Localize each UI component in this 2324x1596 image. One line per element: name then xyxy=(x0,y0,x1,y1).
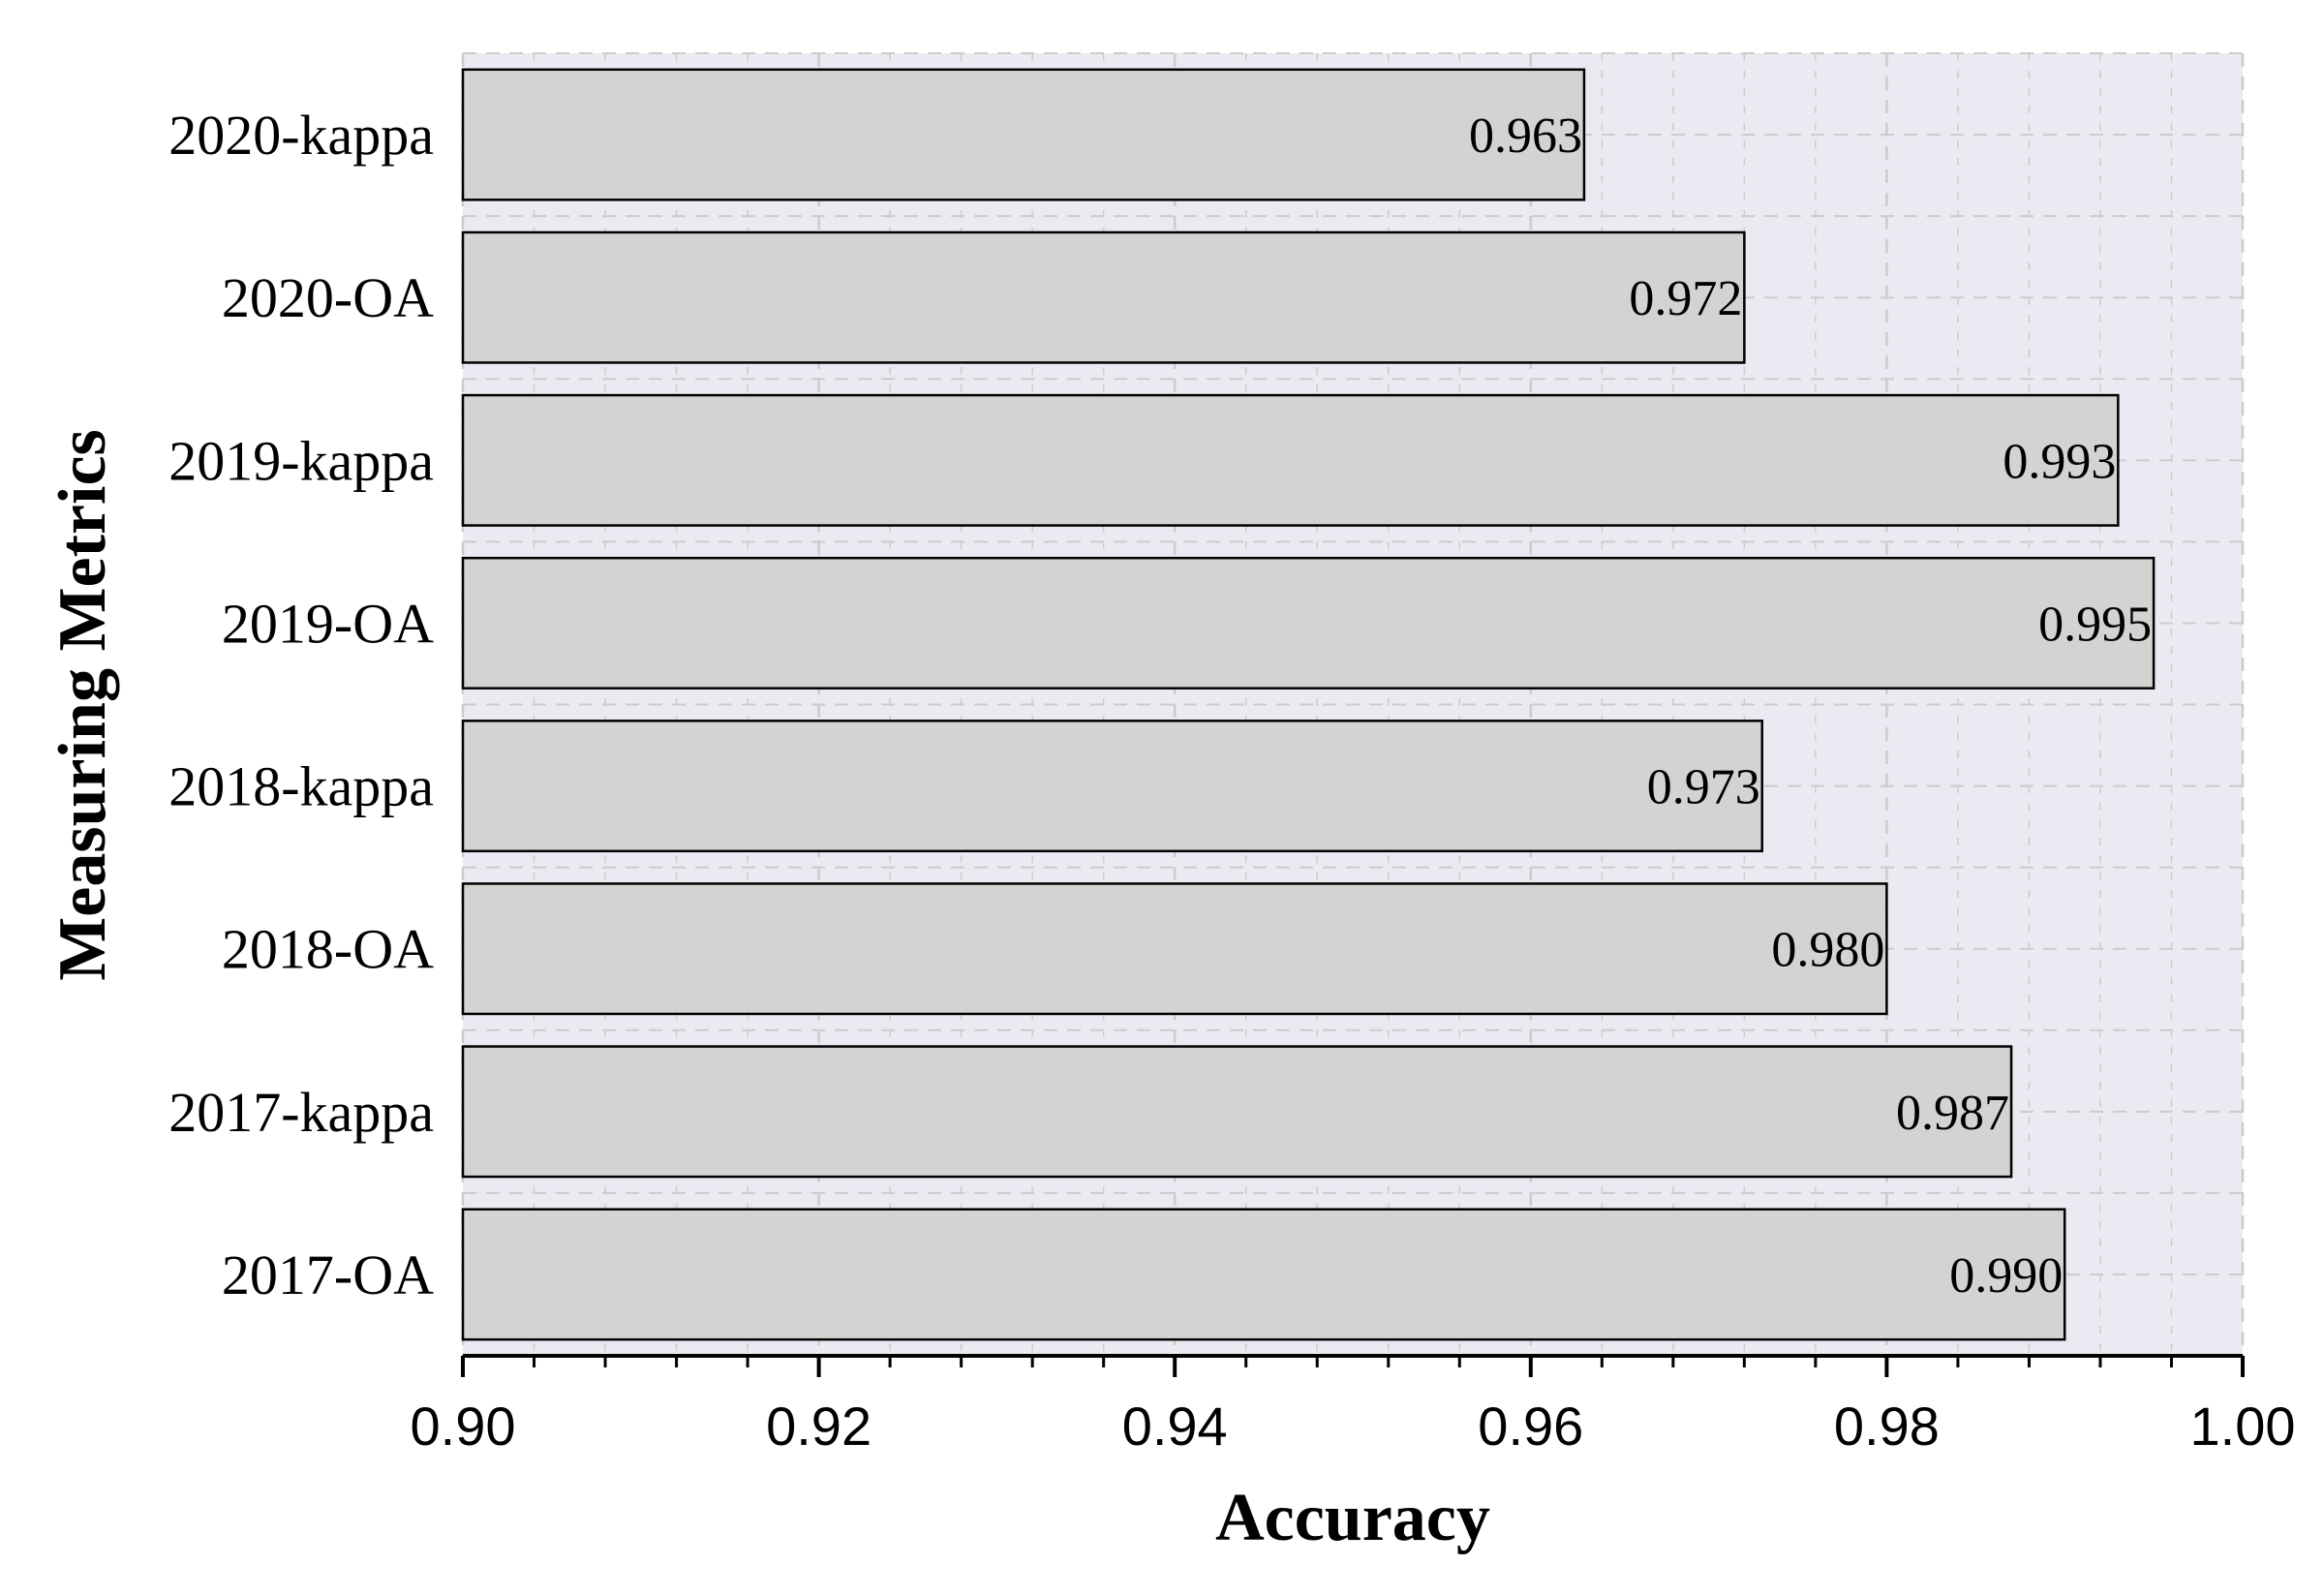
category-label: 2017-kappa xyxy=(168,1081,434,1144)
bar-value-label: 0.995 xyxy=(2038,597,2152,652)
bar xyxy=(461,1045,2013,1179)
bar-value-label: 0.990 xyxy=(1949,1248,2063,1304)
category-label: 2018-OA xyxy=(222,918,434,981)
bar-value-label: 0.987 xyxy=(1896,1086,2009,1141)
bar xyxy=(461,720,1763,853)
category-labels: 2020-kappa 2020-OA 2019-kappa 2019-OA 2018-k… xyxy=(168,104,434,1306)
x-tick-label: 0.90 xyxy=(411,1396,516,1457)
x-tick-label: 1.00 xyxy=(2190,1396,2296,1457)
x-tick-label: 0.98 xyxy=(1834,1396,1940,1457)
bar xyxy=(461,393,2120,527)
bar xyxy=(461,882,1888,1016)
bar xyxy=(461,556,2156,690)
bar-value-label: 0.963 xyxy=(1469,108,1582,164)
category-label: 2017-OA xyxy=(222,1243,434,1306)
y-axis-title: Measuring Metrics xyxy=(46,429,120,981)
bar xyxy=(461,1208,2066,1341)
bars: 0.963 0.972 0.993 0.995 0.973 0.980 0.987 0.990 xyxy=(461,68,2156,1341)
bar xyxy=(461,230,1746,364)
x-tick-label: 0.92 xyxy=(766,1396,872,1457)
x-tick-label: 0.94 xyxy=(1122,1396,1228,1457)
category-label: 2020-OA xyxy=(222,266,434,329)
x-axis: 0.90 0.92 0.94 0.96 0.98 1.00 xyxy=(411,1354,2296,1457)
x-tick-label: 0.96 xyxy=(1478,1396,1583,1457)
category-label: 2019-kappa xyxy=(168,429,434,492)
bar xyxy=(461,68,1586,201)
x-axis-title: Accuracy xyxy=(1215,1481,1490,1555)
category-label: 2020-kappa xyxy=(168,104,434,167)
bar-value-label: 0.993 xyxy=(2003,434,2116,489)
bar-value-label: 0.972 xyxy=(1629,271,1742,326)
category-label: 2019-OA xyxy=(222,592,434,655)
bar-value-label: 0.973 xyxy=(1647,760,1760,815)
bar-value-label: 0.980 xyxy=(1771,923,1884,978)
category-label: 2018-kappa xyxy=(168,755,434,818)
